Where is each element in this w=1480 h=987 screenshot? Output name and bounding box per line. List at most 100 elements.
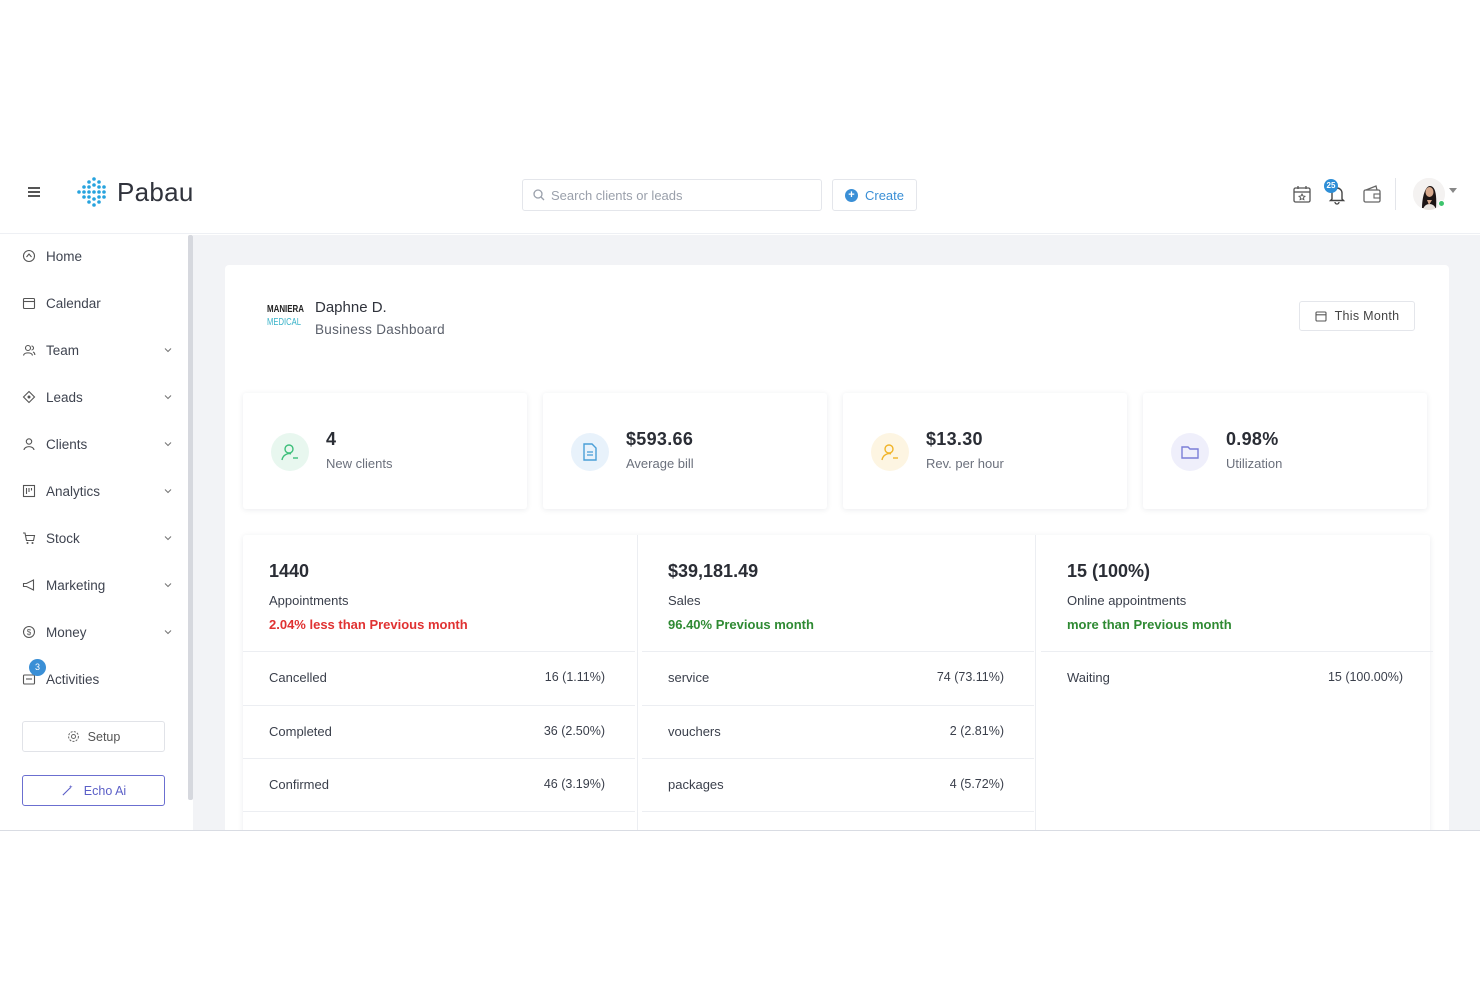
row-label: Cancelled [269, 670, 327, 685]
online-appointments-total: 15 (100%) [1067, 561, 1151, 581]
chevron-down-icon[interactable] [163, 627, 173, 637]
user-search-icon [271, 433, 309, 471]
stat-card-average-bill[interactable]: $593.66 Average bill [543, 393, 827, 509]
sidebar-item-clients[interactable]: Clients [0, 429, 188, 459]
sidebar-item-label: Marketing [46, 577, 106, 593]
sidebar-item-analytics[interactable]: Analytics [0, 476, 188, 506]
calendar-icon [22, 297, 36, 310]
app-window: Pabau + Create 25 [0, 170, 1480, 831]
sidebar-item-label: Leads [46, 389, 83, 405]
row-value: 15 (100.00%) [1327, 670, 1403, 684]
sidebar-item-calendar[interactable]: Calendar [0, 288, 188, 318]
comparison-note: 2.04% less than Previous month [269, 617, 468, 632]
user-search-icon [871, 433, 909, 471]
table-row[interactable]: vouchers 2 (2.81%) [642, 705, 1034, 758]
stat-label: Utilization [1226, 456, 1283, 471]
create-button[interactable]: + Create [832, 179, 917, 211]
calendar-star-icon[interactable] [1291, 183, 1313, 205]
table-row-divider [243, 811, 635, 830]
create-label: Create [864, 187, 905, 203]
gear-icon [67, 731, 79, 742]
online-status-dot [1438, 200, 1445, 207]
sidebar-item-label: Team [46, 342, 80, 358]
sidebar-item-activities[interactable]: Activities [0, 664, 188, 694]
team-icon [22, 344, 36, 356]
search-input[interactable] [551, 187, 801, 203]
chevron-down-icon[interactable] [163, 392, 173, 402]
stat-value: 4 [326, 429, 337, 449]
home-icon [22, 249, 36, 263]
sidebar: Home Calendar Team Leads Clients Analyti… [0, 235, 190, 830]
column-title: Sales [668, 593, 701, 608]
setup-button[interactable]: Setup [22, 721, 165, 752]
sidebar-item-marketing[interactable]: Marketing [0, 570, 188, 600]
notification-badge: 25 [1324, 179, 1338, 193]
row-value: 2 (2.81%) [949, 724, 1004, 738]
leads-icon [22, 390, 36, 404]
stock-icon [23, 532, 36, 544]
column-title: Online appointments [1067, 593, 1187, 608]
table-row[interactable]: Waiting 15 (100.00%) [1041, 651, 1433, 704]
online-appointments-column: 15 (100%) Online appointments more than … [1041, 535, 1437, 830]
pabau-logo-icon [77, 177, 106, 207]
table-row[interactable]: Cancelled 16 (1.11%) [243, 651, 635, 704]
sidebar-item-label: Money [46, 624, 87, 640]
analytics-icon [22, 484, 36, 498]
chevron-down-icon[interactable] [163, 345, 173, 355]
sidebar-item-stock[interactable]: Stock [0, 523, 188, 553]
clients-icon [23, 438, 35, 451]
brand-name: Pabau [117, 176, 194, 207]
sidebar-item-label: Stock [46, 530, 80, 546]
row-value: 16 (1.11%) [544, 670, 605, 684]
row-label: Completed [269, 724, 332, 739]
sidebar-item-team[interactable]: Team [0, 335, 188, 365]
wallet-icon[interactable] [1361, 183, 1383, 205]
row-label: packages [668, 777, 724, 792]
column-divider [637, 535, 638, 830]
column-divider [1035, 535, 1036, 830]
comparison-note: more than Previous month [1067, 617, 1232, 632]
stat-label: New clients [326, 456, 393, 471]
sidebar-item-label: Home [46, 248, 83, 264]
sidebar-scrollbar[interactable] [188, 235, 193, 800]
row-value: 74 (73.11%) [936, 670, 1004, 684]
column-title: Appointments [269, 593, 349, 608]
document-icon [571, 433, 609, 471]
activities-badge: 3 [29, 659, 46, 676]
stat-value: $13.30 [926, 429, 983, 449]
row-value: 4 (5.72%) [949, 777, 1004, 791]
sidebar-item-money[interactable]: $ Money [0, 617, 188, 647]
menu-toggle-icon[interactable] [26, 184, 46, 200]
setup-label: Setup [87, 729, 121, 744]
search-icon [533, 189, 545, 201]
brand-logo[interactable]: Pabau [75, 176, 194, 208]
chevron-down-icon[interactable] [163, 439, 173, 449]
chevron-down-icon[interactable] [163, 486, 173, 496]
period-selector[interactable]: This Month [1299, 301, 1415, 331]
svg-text:$: $ [27, 628, 32, 637]
row-value: 46 (3.19%) [543, 777, 605, 791]
sidebar-item-leads[interactable]: Leads [0, 382, 188, 412]
table-row[interactable]: Confirmed 46 (3.19%) [243, 758, 635, 811]
sales-column: $39,181.49 Sales 96.40% Previous month s… [642, 535, 1038, 830]
comparison-note: 96.40% Previous month [668, 617, 814, 632]
echo-ai-button[interactable]: Echo Ai [22, 775, 165, 806]
stat-card-utilization[interactable]: 0.98% Utilization [1143, 393, 1427, 509]
user-avatar[interactable] [1413, 178, 1445, 210]
clinic-logo: MANIERA MEDICAL [267, 304, 304, 328]
search-box[interactable] [522, 179, 822, 211]
chevron-down-icon[interactable] [163, 580, 173, 590]
svg-text:MANIERA: MANIERA [267, 304, 304, 315]
chevron-down-icon[interactable] [163, 533, 173, 543]
row-label: vouchers [668, 724, 721, 739]
table-row[interactable]: service 74 (73.11%) [642, 651, 1034, 704]
table-row[interactable]: packages 4 (5.72%) [642, 758, 1034, 811]
sidebar-item-home[interactable]: Home [0, 241, 188, 271]
avatar-image [1413, 178, 1445, 210]
stat-card-rev-per-hour[interactable]: $13.30 Rev. per hour [843, 393, 1127, 509]
table-row[interactable]: Completed 36 (2.50%) [243, 705, 635, 758]
top-bar: Pabau + Create 25 [0, 170, 1480, 234]
marketing-icon [22, 579, 35, 591]
chevron-down-icon[interactable] [1449, 188, 1457, 193]
stat-card-new-clients[interactable]: 4 New clients [243, 393, 527, 509]
